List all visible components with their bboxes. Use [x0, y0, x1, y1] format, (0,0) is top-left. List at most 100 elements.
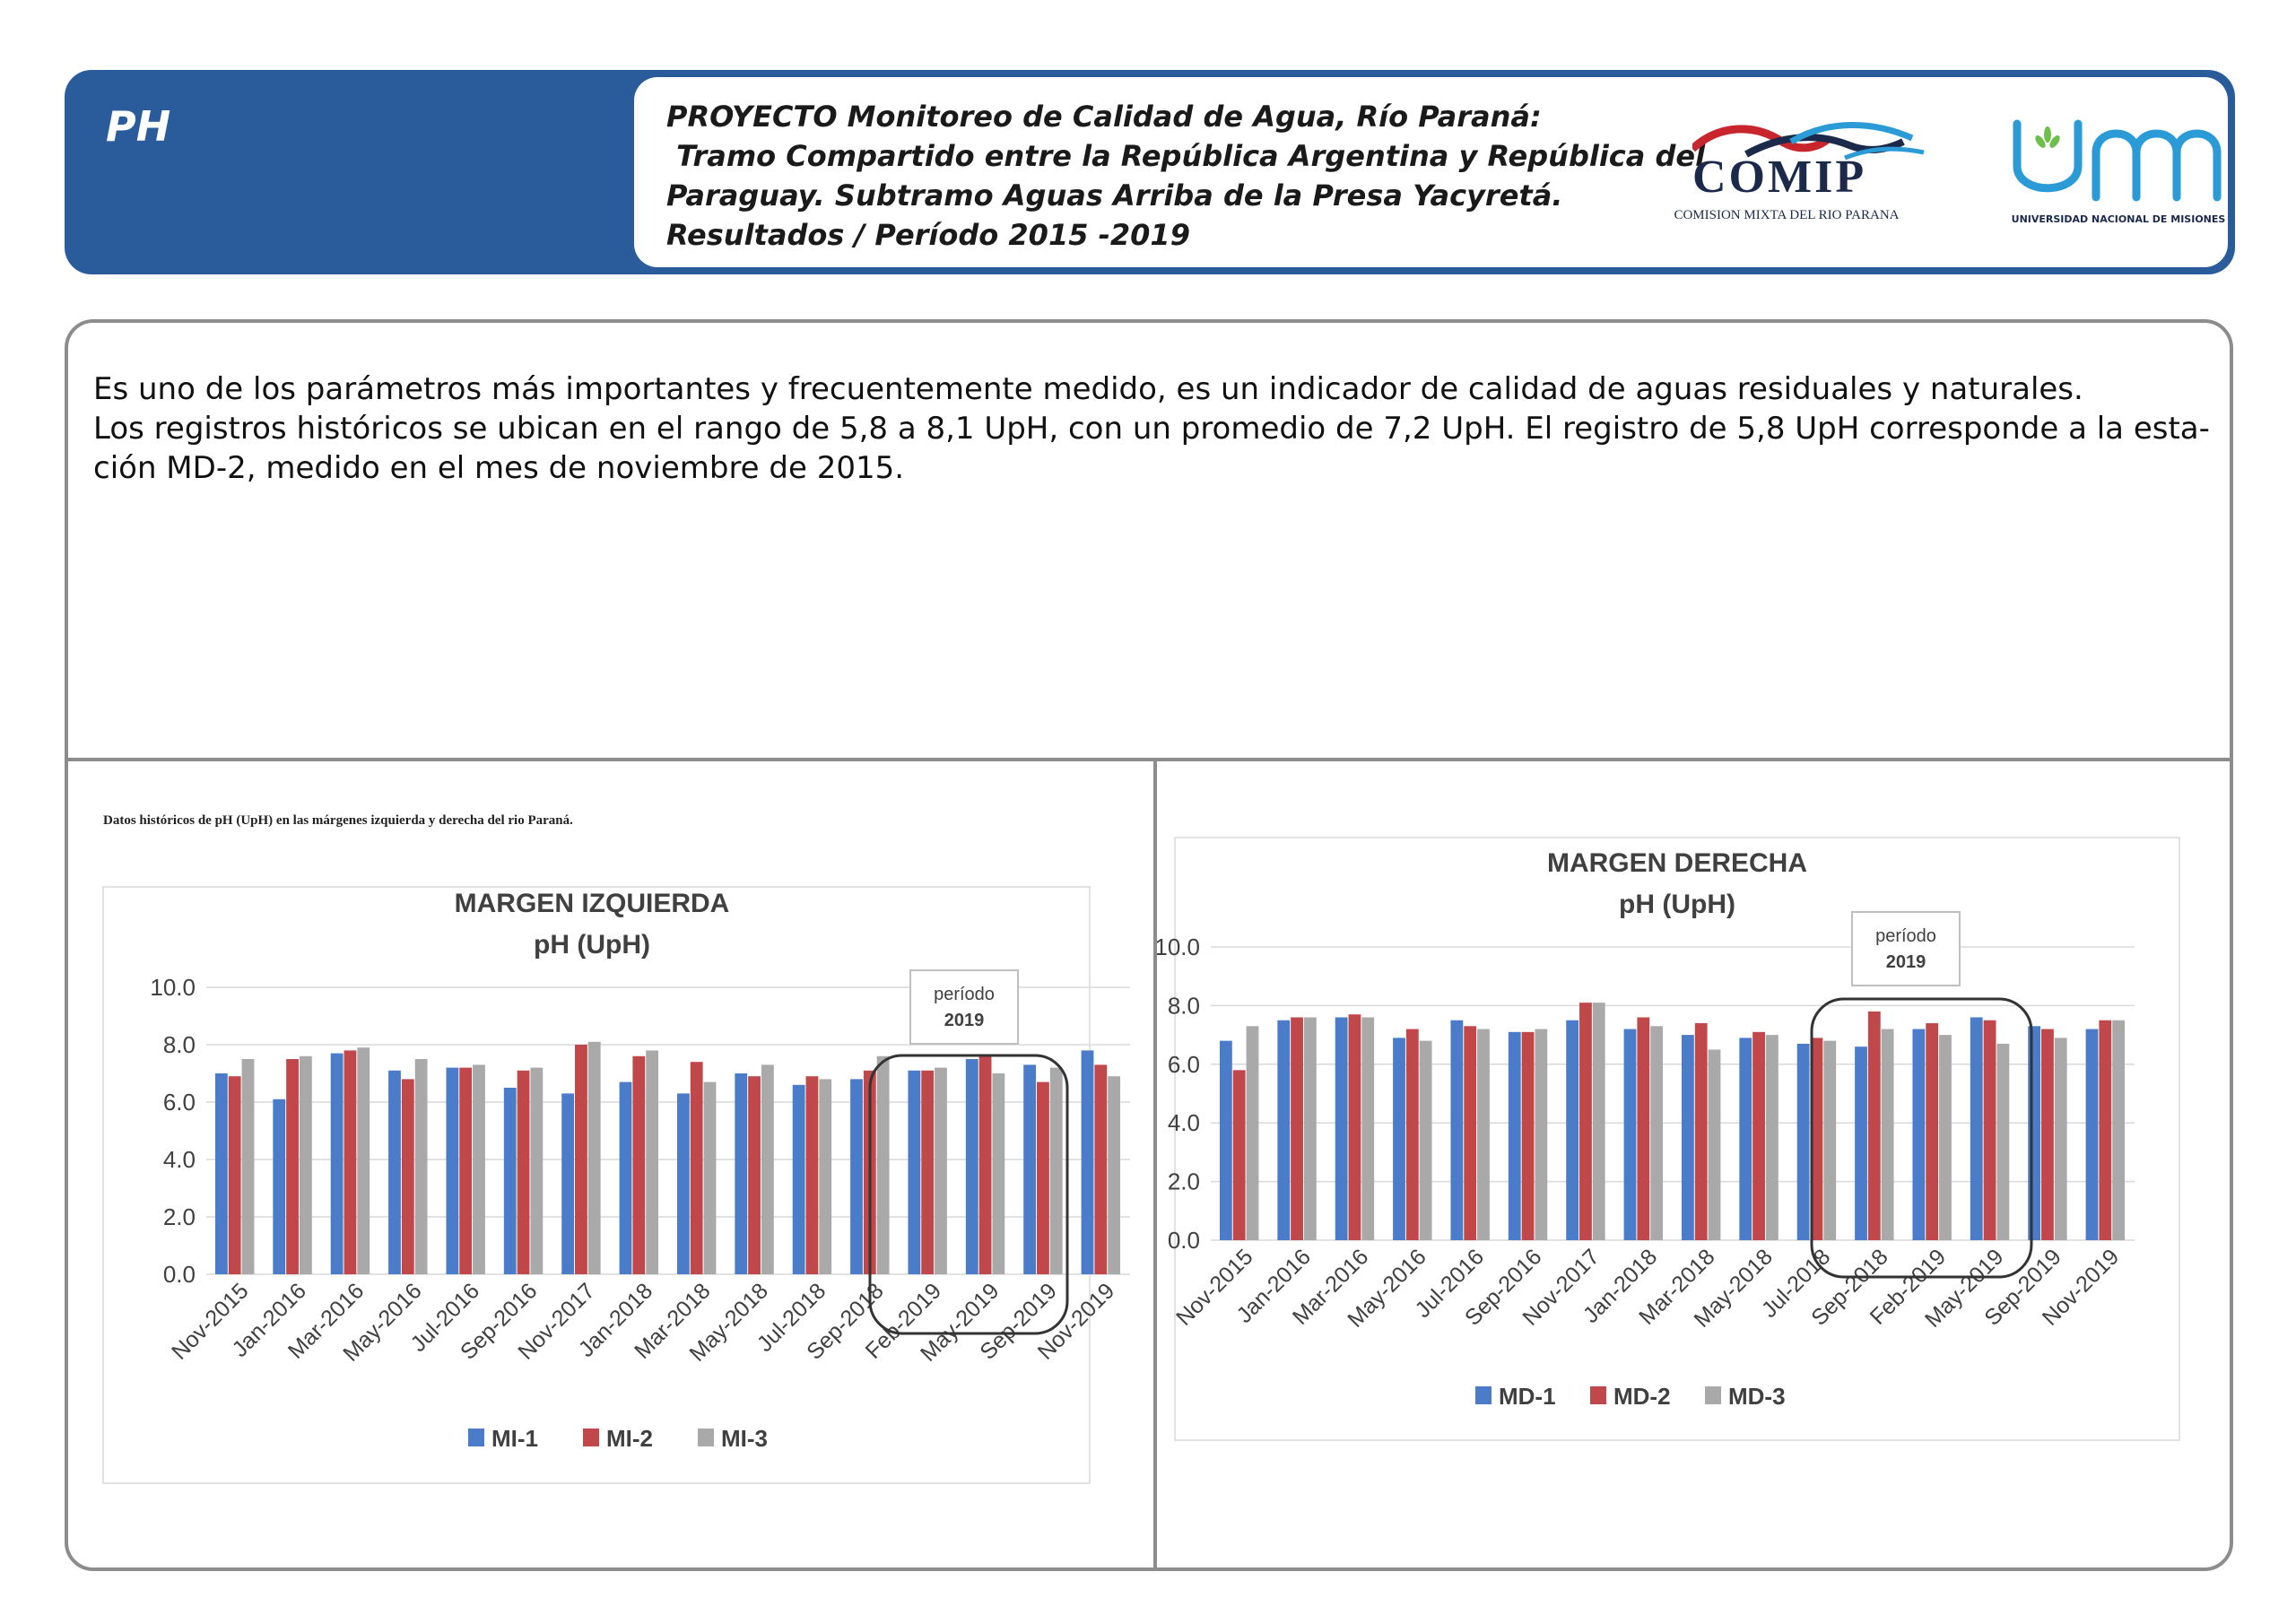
bar-md-1-sep-2016 — [1508, 1031, 1521, 1240]
bar-mi-1-nov-2019 — [1081, 1050, 1094, 1274]
bar-mi-1-nov-2017 — [561, 1093, 575, 1274]
comip-subtitle: COMISION MIXTA DEL RIO PARANA — [1674, 208, 1900, 222]
y-tick-label: 6.0 — [1168, 1051, 1200, 1078]
bar-md-3-may-2019 — [1996, 1043, 2010, 1240]
y-tick-label: 2.0 — [163, 1203, 196, 1230]
legend-label-mi-1: MI-1 — [491, 1425, 538, 1452]
intro-paragraph-2-line-1: Los registros históricos se ubican en el… — [93, 411, 2210, 447]
bar-mi-3-nov-2019 — [1108, 1076, 1121, 1274]
bar-mi-3-mar-2016 — [357, 1047, 370, 1274]
bar-md-3-sep-2016 — [1535, 1029, 1548, 1240]
bar-md-2-jul-2018 — [1810, 1038, 1823, 1240]
legend-label-md-2: MD-2 — [1613, 1383, 1671, 1410]
unam-subtitle: UNIVERSIDAD NACIONAL DE MISIONES — [2011, 213, 2226, 225]
bar-mi-1-mar-2018 — [676, 1093, 690, 1274]
bar-md-2-nov-2017 — [1579, 1003, 1592, 1240]
bar-mi-3-may-2016 — [414, 1059, 428, 1274]
comip-logo: COMIP COMISION MIXTA DEL RIO PARANA — [1657, 115, 1925, 240]
chart-margen-derecha: MARGEN DERECHA pH (UpH) 0.0 2.0 4.0 6.0 8.0 10.… — [1157, 837, 2180, 1441]
comip-wordmark: COMIP — [1692, 152, 1867, 203]
bar-mi-1-sep-2018 — [850, 1079, 863, 1274]
bar-md-3-mar-2018 — [1708, 1049, 1721, 1240]
bar-md-3-jan-2018 — [1650, 1026, 1664, 1240]
y-tick-label: 8.0 — [1168, 992, 1200, 1019]
chart-margen-izquierda: MARGEN IZQUIERDA pH (UpH) 0.0 2.0 4.0 6.0 8.0 1… — [102, 886, 1130, 1484]
project-line-4: Resultados / Período 2015 -2019 — [666, 218, 1190, 252]
annotation-line-2: 2019 — [944, 1011, 985, 1030]
bar-mi-3-jan-2016 — [299, 1055, 312, 1274]
chart-caption: Datos históricos de pH (UpH) en las márg… — [103, 813, 573, 828]
intro-paragraph-1: Es uno de los parámetros más importantes… — [93, 371, 2083, 407]
bar-mi-2-nov-2015 — [228, 1076, 241, 1274]
bar-mi-2-sep-2019 — [1037, 1081, 1049, 1274]
bar-mi-3-jan-2018 — [646, 1050, 659, 1274]
project-title: PROYECTO Monitoreo de Calidad de Agua, R… — [666, 97, 1706, 255]
bar-mi-3-sep-2019 — [1049, 1067, 1063, 1274]
bar-md-2-feb-2019 — [1926, 1023, 1939, 1240]
bar-mi-2-jan-2018 — [632, 1055, 646, 1274]
bar-md-2-jan-2018 — [1637, 1017, 1650, 1240]
bar-mi-3-nov-2015 — [241, 1059, 255, 1274]
bar-md-2-mar-2018 — [1694, 1023, 1708, 1240]
legend-swatch-mi-3 — [698, 1429, 714, 1446]
bar-mi-2-may-2016 — [401, 1079, 414, 1274]
header-bar: PH PROYECTO Monitoreo de Calidad de Agua… — [65, 70, 2235, 274]
bar-mi-1-feb-2019 — [908, 1070, 921, 1274]
project-panel: PROYECTO Monitoreo de Calidad de Agua, R… — [634, 77, 2228, 267]
chart-subtitle: pH (UpH) — [1619, 890, 1735, 919]
annotation-box — [909, 969, 1019, 1045]
bar-mi-3-may-2018 — [761, 1064, 774, 1274]
bar-mi-3-sep-2018 — [876, 1055, 890, 1274]
bar-md-3-jul-2016 — [1477, 1029, 1490, 1240]
right-chart-panel: MARGEN DERECHA pH (UpH) 0.0 2.0 4.0 6.0 8.0 10.… — [1157, 761, 2233, 1568]
bar-md-3-may-2018 — [1765, 1035, 1779, 1240]
bar-mi-2-mar-2016 — [344, 1050, 357, 1274]
y-tick-label: 6.0 — [163, 1089, 196, 1116]
bar-md-2-may-2018 — [1752, 1031, 1765, 1240]
bar-md-1-jul-2016 — [1450, 1020, 1464, 1240]
bar-mi-3-sep-2016 — [530, 1067, 544, 1274]
legend-swatch-md-2 — [1590, 1386, 1606, 1404]
intro-paragraph-2-line-2: ción MD-2, medido en el mes de noviembre… — [93, 450, 905, 486]
bar-mi-1-sep-2016 — [503, 1088, 517, 1274]
bar-md-2-jul-2016 — [1464, 1026, 1477, 1240]
bar-md-3-jul-2018 — [1823, 1040, 1837, 1240]
bar-mi-3-jul-2018 — [819, 1079, 832, 1274]
bar-mi-2-may-2018 — [748, 1076, 761, 1274]
bar-md-1-jul-2018 — [1796, 1043, 1810, 1240]
content-box: Es uno de los parámetros más importantes… — [65, 319, 2233, 1571]
bar-mi-2-sep-2016 — [517, 1070, 530, 1274]
bar-md-3-may-2016 — [1419, 1040, 1432, 1240]
bar-md-1-may-2018 — [1739, 1038, 1752, 1240]
legend-swatch-mi-1 — [468, 1429, 484, 1446]
annotation-line-1: período — [1875, 926, 1936, 946]
bar-mi-3-feb-2019 — [935, 1067, 947, 1274]
legend-label-md-1: MD-1 — [1499, 1383, 1556, 1410]
bar-md-2-sep-2018 — [1867, 1011, 1881, 1240]
bar-mi-2-jul-2016 — [459, 1067, 473, 1274]
section-title: PH — [106, 102, 171, 151]
bar-mi-1-may-2019 — [965, 1059, 978, 1274]
bar-md-2-nov-2019 — [2099, 1020, 2112, 1240]
bar-md-1-sep-2019 — [2028, 1026, 2041, 1240]
bar-md-1-sep-2018 — [1855, 1046, 1867, 1240]
chart-subtitle: pH (UpH) — [534, 930, 650, 960]
y-tick-label: 10.0 — [150, 974, 196, 1001]
y-tick-label: 4.0 — [1168, 1109, 1200, 1136]
bar-md-1-mar-2018 — [1681, 1035, 1694, 1240]
chart-title: MARGEN IZQUIERDA — [455, 889, 730, 918]
bar-md-3-nov-2019 — [2112, 1020, 2126, 1240]
annotation-line-2: 2019 — [1886, 952, 1926, 972]
bar-md-1-feb-2019 — [1912, 1029, 1926, 1240]
bar-md-2-sep-2016 — [1521, 1031, 1535, 1240]
project-line-2: Tramo Compartido entre la República Arge… — [666, 139, 1706, 173]
legend-swatch-md-3 — [1705, 1386, 1721, 1404]
bar-md-2-may-2019 — [1983, 1020, 1996, 1240]
annotation-box — [1851, 911, 1961, 986]
highlight-2019 — [1810, 997, 2033, 1279]
bar-mi-1-jan-2018 — [619, 1081, 632, 1274]
bar-mi-3-may-2019 — [992, 1073, 1005, 1274]
bar-md-2-nov-2015 — [1232, 1070, 1246, 1240]
bar-md-1-mar-2016 — [1335, 1017, 1348, 1240]
bar-mi-3-jul-2016 — [473, 1064, 485, 1274]
